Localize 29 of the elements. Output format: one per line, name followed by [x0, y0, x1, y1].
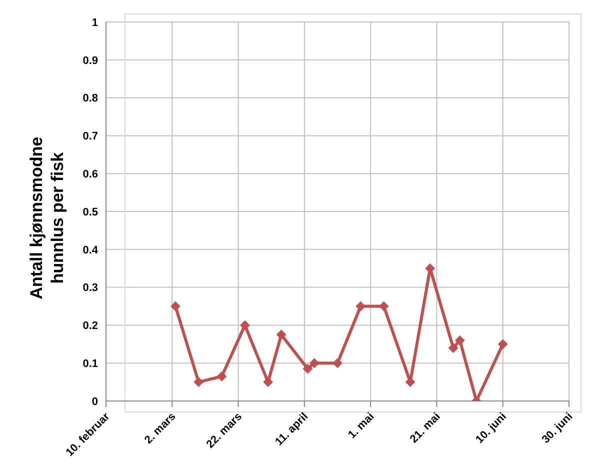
- y-tick-label: 0.4: [82, 244, 99, 256]
- y-tick-label: 0.2: [82, 320, 98, 332]
- y-tick-label: 0.9: [82, 54, 98, 67]
- point: [216, 371, 227, 382]
- y-tick-label: 0.6: [82, 168, 98, 181]
- point: [170, 301, 180, 312]
- y-tick-label: 1: [92, 16, 98, 29]
- x-tick-label: 1. mai: [346, 410, 377, 442]
- y-tick-label: 0.5: [82, 206, 98, 218]
- point: [240, 320, 250, 330]
- point: [498, 339, 508, 350]
- y-tick-label: 0.1: [82, 358, 98, 370]
- point: [332, 358, 342, 368]
- y-axis-title: Antall kjønnsmodne hunnlus per fisk: [27, 136, 67, 300]
- y-tick-label: 0.7: [82, 130, 98, 143]
- point: [194, 377, 204, 388]
- point: [378, 301, 389, 312]
- point: [302, 364, 313, 374]
- y-tick-label: 0.3: [82, 282, 98, 294]
- point: [276, 330, 286, 340]
- y-tick-label: 0.8: [82, 92, 98, 105]
- point: [448, 342, 458, 353]
- point: [356, 301, 366, 312]
- point: [309, 358, 320, 368]
- point: [263, 377, 274, 388]
- point: [454, 335, 465, 346]
- point: [405, 377, 416, 388]
- y-tick-label: 0: [92, 396, 98, 408]
- x-tick-label: 21. mai: [408, 410, 443, 446]
